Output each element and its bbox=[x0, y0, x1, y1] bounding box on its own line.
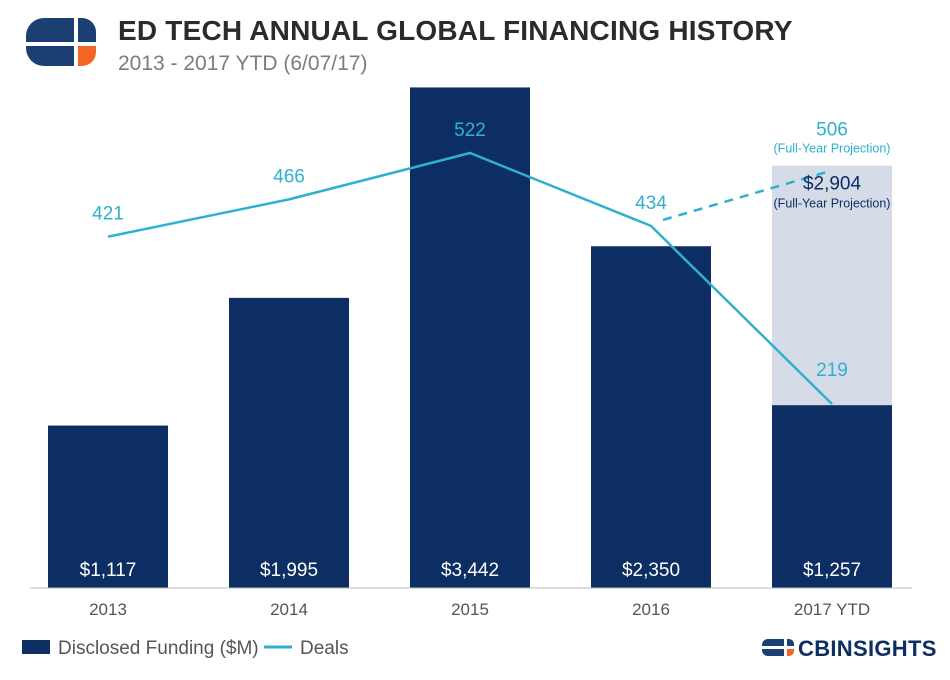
bar-value-label: $1,117 bbox=[80, 560, 137, 581]
bar-2015 bbox=[410, 87, 530, 588]
cb-small-logo-icon bbox=[762, 639, 794, 656]
projection-deals-label: 506 bbox=[816, 119, 848, 140]
legend-label-deals: Deals bbox=[300, 638, 349, 659]
deal-value-label: 421 bbox=[92, 204, 124, 225]
x-tick-labels: 2013 2014 2015 2016 2017 YTD bbox=[89, 600, 870, 619]
x-tick-label: 2016 bbox=[632, 600, 670, 619]
x-tick-label: 2014 bbox=[270, 600, 308, 619]
x-tick-label: 2013 bbox=[89, 600, 127, 619]
labels-layer: $1,117 $1,995 $3,442 $2,350 $1,257 $2,904 (Ful… bbox=[80, 119, 891, 581]
x-tick-label: 2015 bbox=[451, 600, 489, 619]
deal-value-label: 219 bbox=[816, 360, 848, 381]
line-layer bbox=[107, 151, 833, 405]
deals-projection-line bbox=[662, 171, 827, 222]
legend-swatch-funding bbox=[22, 640, 50, 654]
projection-funding-note: (Full-Year Projection) bbox=[774, 197, 891, 211]
bar-value-label: $1,995 bbox=[260, 560, 318, 581]
bars-layer bbox=[48, 87, 892, 589]
bar-2017-ytd bbox=[772, 405, 892, 588]
brand-footer: CBINSIGHTS bbox=[762, 636, 937, 661]
projection-funding-label: $2,904 bbox=[803, 174, 862, 195]
x-tick-label: 2017 YTD bbox=[794, 600, 870, 619]
bar-2013 bbox=[48, 425, 168, 588]
deals-line bbox=[107, 151, 833, 405]
bar-value-label: $1,257 bbox=[803, 560, 861, 581]
brand-name: CBINSIGHTS bbox=[798, 636, 937, 661]
bar-value-label: $3,442 bbox=[441, 560, 499, 581]
deal-value-label: 522 bbox=[454, 120, 486, 141]
bar-2016 bbox=[591, 246, 711, 588]
legend: Disclosed Funding ($M) Deals bbox=[22, 638, 349, 659]
bar-2014 bbox=[229, 297, 349, 588]
deal-value-label: 434 bbox=[635, 193, 667, 214]
chart-subtitle: 2013 - 2017 YTD (6/07/17) bbox=[118, 52, 367, 75]
deal-value-label: 466 bbox=[273, 166, 305, 187]
bar-value-label: $2,350 bbox=[622, 560, 680, 581]
plot-area: $1,117 $1,995 $3,442 $2,350 $1,257 $2,904 (Ful… bbox=[30, 87, 912, 619]
legend-label-funding: Disclosed Funding ($M) bbox=[58, 638, 259, 659]
cb-logo-icon bbox=[26, 18, 96, 66]
chart-title: ED TECH ANNUAL GLOBAL FINANCING HISTORY bbox=[118, 15, 793, 46]
projection-deals-note: (Full-Year Projection) bbox=[774, 141, 891, 155]
